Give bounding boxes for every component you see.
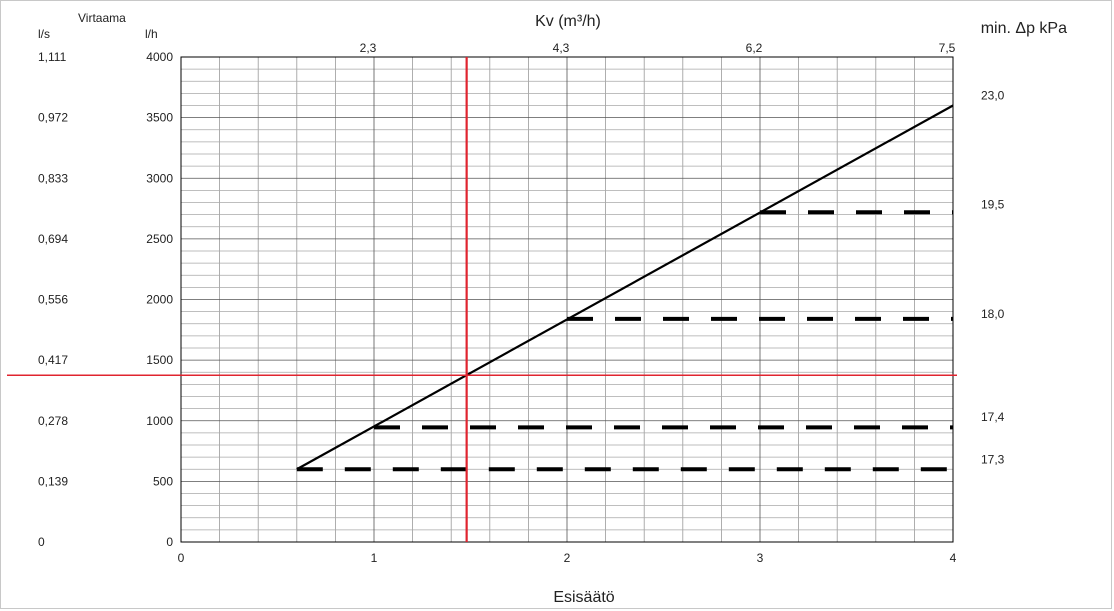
left-unit-lh: l/h [145,27,158,41]
dashed-lines [296,210,953,472]
top-tick-label: 4,3 [553,41,570,55]
right-tick-label: 23,0 [981,89,1005,103]
y-tick-label-lh: 2000 [146,293,173,307]
y-tick-label-ls: 0,139 [38,474,68,488]
x-axis-label: Esisäätö [553,589,614,606]
y-tick-label-lh: 4000 [146,50,173,64]
series-main-line [296,104,954,471]
y-tick-label-lh: 2500 [146,232,173,246]
y-tick-label-lh: 1000 [146,414,173,428]
x-tick-label: 0 [178,551,185,565]
x-tick-label: 1 [371,551,378,565]
top-tick-label: 7,5 [939,41,956,55]
y-tick-label-ls: 0,278 [38,414,68,428]
y-tick-label-lh: 500 [153,474,173,488]
right-tick-labels: 23,0 19,5 18,0 17,4 17,3 [981,89,1005,467]
left-unit-ls: l/s [38,27,50,41]
x-tick-label: 4 [950,551,957,565]
plot-frame [180,56,954,543]
left-header: Virtaama [78,11,126,25]
right-tick-label: 18,0 [981,307,1005,321]
y-tick-label-ls: 1,111 [38,50,67,64]
top-axis-label: Kv (m³/h) [535,13,601,30]
y-tick-label-ls: 0,972 [38,111,68,125]
top-tick-label: 2,3 [360,41,377,55]
right-tick-label: 19,5 [981,198,1005,212]
y-tick-label-ls: 0,833 [38,171,68,185]
y-tick-label-ls: 0,694 [38,232,68,246]
x-tick-label: 3 [757,551,764,565]
y-tick-label-lh: 3000 [146,171,173,185]
top-tick-label: 6,2 [746,41,763,55]
y-tick-label-lh: 0 [166,535,173,549]
right-axis-label: min. Δp kPa [981,20,1067,37]
grid-major [181,57,953,542]
y-tick-label-ls: 0,417 [38,353,68,367]
top-tick-labels: 2,3 4,3 6,2 7,5 [360,41,956,55]
y-tick-labels-lh: 0 500 1000 1500 2000 2500 3000 3500 4000 [146,50,173,549]
y-tick-label-lh: 1500 [146,353,173,367]
y-tick-label-ls: 0 [38,535,45,549]
x-tick-label: 2 [564,551,571,565]
right-tick-label: 17,3 [981,452,1005,466]
y-tick-label-ls: 0,556 [38,293,68,307]
y-tick-labels-ls: 0 0,139 0,278 0,417 0,556 0,694 0,833 0,972 1,11… [38,50,68,549]
y-tick-label-lh: 3500 [146,111,173,125]
x-tick-labels: 0 1 2 3 4 [178,551,957,565]
right-tick-label: 17,4 [981,410,1005,424]
